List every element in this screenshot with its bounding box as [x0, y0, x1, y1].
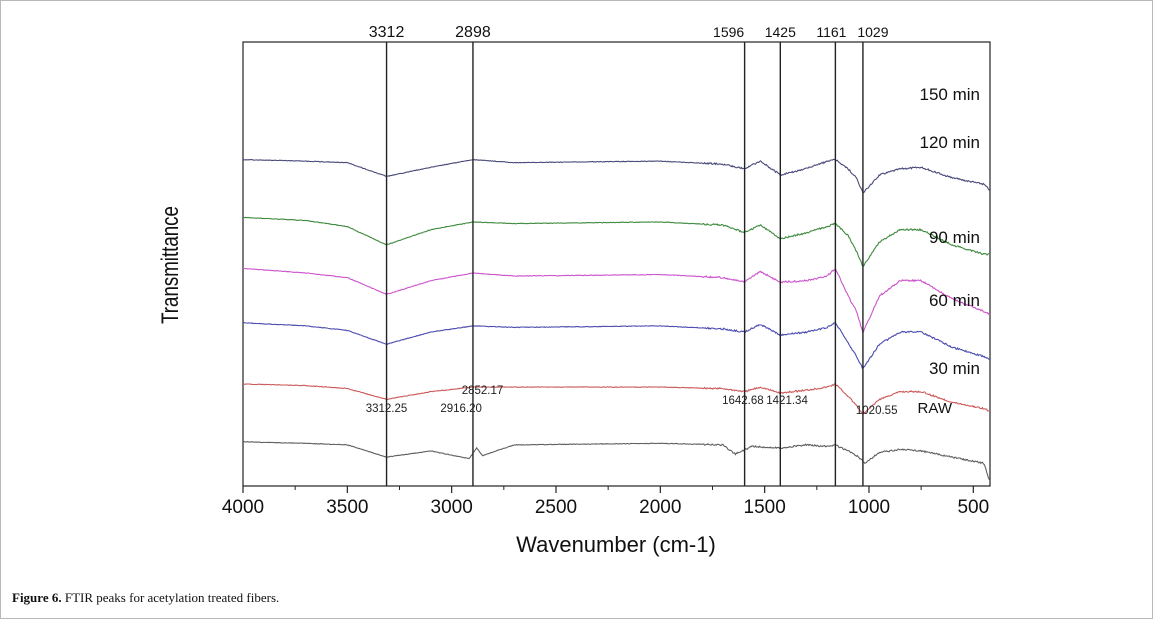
x-tick-label: 500 [957, 497, 989, 518]
ftir-chart: 4000 3500 3000 2500 2000 1500 1000 500 3312 2898 1… [157, 24, 991, 557]
series-line-120-min [242, 216, 991, 267]
caption-text: FTIR peaks for acetylation treated fiber… [61, 590, 280, 605]
series-label: 120 min [920, 133, 980, 152]
raw-peak-label: 3312.25 [366, 403, 408, 415]
reference-line-label: 1029 [857, 24, 888, 40]
series-line-150-min [242, 158, 991, 194]
x-tick-label: 2000 [639, 497, 681, 518]
series-line-60-min [242, 322, 991, 369]
series-line-raw [242, 441, 991, 482]
reference-line-label: 3312 [369, 24, 405, 41]
x-tick-label: 1000 [848, 497, 890, 518]
raw-peak-label: 2916.20 [440, 403, 482, 415]
reference-line-label: 1596 [713, 24, 744, 40]
reference-line-label: 1425 [765, 24, 796, 40]
plot-area: 4000 3500 3000 2500 2000 1500 1000 500 3312 2898 1… [222, 24, 991, 518]
raw-peak-label: 1020.55 [856, 405, 898, 417]
raw-peak-label: 1642.68 [722, 395, 764, 407]
y-axis-label: Transmittance [157, 206, 184, 324]
series-label: 150 min [920, 85, 980, 104]
raw-peak-label: 1421.34 [766, 395, 808, 407]
x-tick-label: 3000 [431, 497, 473, 518]
series-line-30-min [242, 382, 991, 417]
series-label: 30 min [929, 359, 980, 378]
series-label: RAW [918, 400, 953, 417]
x-tick-label: 2500 [535, 497, 577, 518]
reference-line-label: 1161 [816, 24, 846, 40]
series-label: 60 min [929, 291, 980, 310]
plot-frame [242, 41, 991, 487]
series-label: 90 min [929, 228, 980, 247]
caption-label: Figure 6. [12, 590, 62, 605]
x-tick-label: 4000 [222, 497, 264, 518]
x-tick-label: 1500 [744, 497, 786, 518]
series-line-90-min [242, 267, 991, 335]
x-tick-label: 3500 [326, 497, 368, 518]
figure-caption: Figure 6. FTIR peaks for acetylation tre… [12, 590, 279, 606]
reference-line-label: 2898 [455, 24, 491, 41]
x-axis-label: Wavenumber (cm-1) [516, 532, 716, 557]
raw-peak-label: 2852.17 [462, 385, 504, 397]
